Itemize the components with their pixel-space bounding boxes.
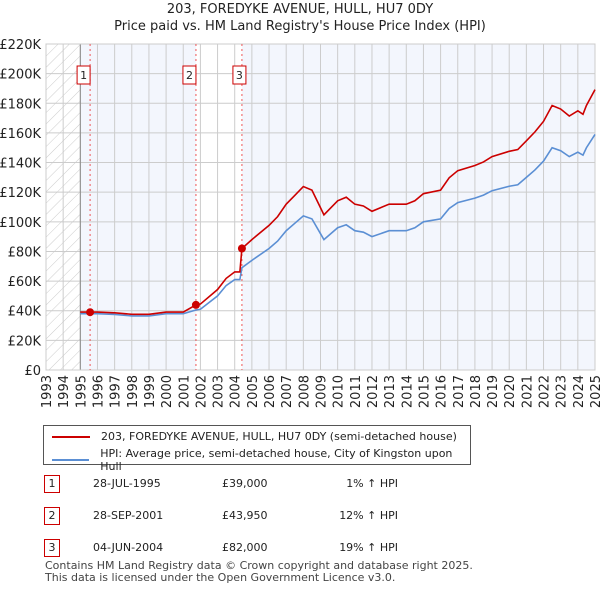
x-tick-label: 2010 [332,375,347,408]
x-tick-label: 2019 [486,375,501,408]
legend-label-hpi: HPI: Average price, semi-detached house,… [100,447,453,473]
price-chart: £0 £20K £40K £60K £80K £100K £120K £140K £160K £1… [0,38,600,408]
transaction-price: £43,950 [222,509,268,522]
x-tick-label: 1999 [143,375,158,408]
sale-point [237,244,246,253]
plot-border [45,43,596,371]
chart-subtitle: Price paid vs. HM Land Registry's House … [114,19,486,34]
transaction-hpi: 12% ↑ HPI [339,509,398,522]
x-tick-label: 2009 [315,375,330,408]
x-tick-label: 2015 [417,375,432,408]
x-tick-label: 2006 [263,375,278,408]
x-tick-label: 2007 [280,375,295,408]
x-tick-label: 2008 [297,375,312,408]
legend-label-property: 203, FOREDYKE AVENUE, HULL, HU7 0DY (sem… [101,430,457,443]
x-tick-label: 2023 [555,375,570,408]
y-tick-label: £20K [8,334,42,349]
y-tick-label: £140K [0,157,41,172]
sale-label-box [182,65,197,85]
x-tick-label: 1995 [74,375,89,408]
x-tick-label: 2025 [589,375,600,408]
legend: 203, FOREDYKE AVENUE, HULL, HU7 0DY (sem… [43,425,471,473]
y-tick-label: £60K [8,275,42,290]
transaction-date: 28-JUL-1995 [93,477,161,490]
sale-label: 3 [236,69,243,82]
sale-point [86,308,95,317]
x-tick-label: 1996 [91,375,106,408]
x-tick-label: 2021 [520,375,535,408]
y-tick-label: £180K [0,97,41,112]
transaction-date: 04-JUN-2004 [93,541,164,554]
shaded-period [241,44,595,370]
transaction-number: 3 [44,539,60,557]
x-tick-label: 1998 [126,375,141,408]
footer-licence: This data is licensed under the Open Gov… [45,571,396,584]
x-tick-label: 2018 [469,375,484,408]
transaction-price: £39,000 [222,477,268,490]
y-tick-label: £0 [24,364,41,379]
x-tick-label: 2000 [160,375,175,408]
x-tick-label: 2017 [452,375,467,408]
x-tick-label: 2002 [194,375,209,408]
y-tick-label: £120K [0,186,41,201]
x-tick-label: 2013 [383,375,398,408]
x-tick-label: 2003 [212,375,227,408]
y-tick-label: £40K [8,305,42,320]
sale-label-box [232,65,247,85]
y-tick-label: £100K [0,216,41,231]
x-tick-label: 1997 [109,375,124,408]
sale-label: 2 [186,69,193,82]
sale-point [191,300,200,309]
chart-title: 203, FOREDYKE AVENUE, HULL, HU7 0DY [166,2,434,17]
transaction-number: 2 [44,507,60,525]
transaction-date: 28-SEP-2001 [93,509,164,522]
x-tick-label: 2001 [177,375,192,408]
sale-label-box [76,65,91,85]
footer-copyright: Contains HM Land Registry data © Crown c… [45,559,473,572]
x-tick-label: 2020 [503,375,518,408]
x-tick-label: 2004 [229,375,244,408]
x-tick-label: 2011 [349,375,364,408]
y-tick-label: £200K [0,68,41,83]
x-tick-label: 2012 [366,375,381,408]
transaction-hpi: 1% ↑ HPI [346,477,398,490]
sale-label: 1 [80,69,87,82]
legend-red-line [52,435,90,438]
transaction-price: £82,000 [222,541,268,554]
hpi-line [80,133,596,317]
x-tick-label: 2005 [246,375,261,408]
transaction-number: 1 [44,475,60,493]
legend-blue-line [52,459,90,461]
x-tick-label: 2024 [572,375,587,408]
x-tick-label: 1994 [57,375,72,408]
x-tick-label: 2016 [435,375,450,408]
y-tick-label: £160K [0,127,41,142]
x-tick-label: 2014 [400,375,415,408]
y-tick-label: £80K [8,245,42,260]
property-price-line [80,89,596,316]
x-tick-label: 2022 [538,375,553,408]
y-tick-label: £220K [0,38,41,53]
x-tick-label: 1993 [40,375,55,408]
transaction-hpi: 19% ↑ HPI [339,541,398,554]
